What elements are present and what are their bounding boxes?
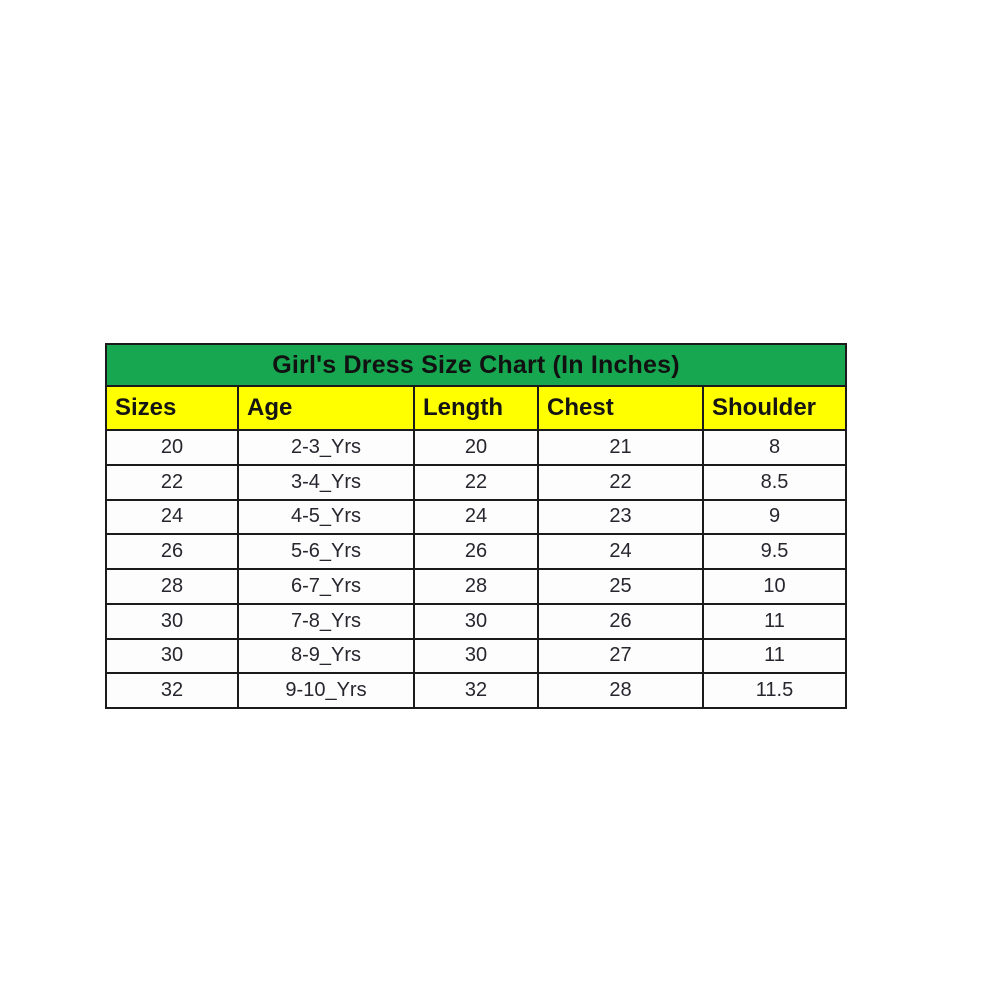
table-row: 30 7-8_Yrs 30 26 11 [105, 602, 848, 640]
title-row: Girl's Dress Size Chart (In Inches) [104, 343, 848, 387]
table-cell: 11 [701, 602, 848, 640]
table-cell: 28 [105, 568, 239, 605]
column-header-age: Age [237, 385, 415, 431]
table-cell: 9-10_Yrs [237, 672, 415, 709]
table-cell: 22 [537, 463, 704, 501]
table-cell: 2-3_Yrs [237, 429, 415, 466]
table-cell: 9 [701, 498, 848, 536]
table-cell: 5-6_Yrs [237, 533, 415, 570]
table-row: 22 3-4_Yrs 22 22 8.5 [105, 463, 848, 501]
table-cell: 28 [537, 672, 704, 709]
table-cell: 22 [413, 463, 539, 501]
table-cell: 28 [413, 568, 539, 605]
table-cell: 26 [105, 533, 239, 570]
table-cell: 20 [105, 429, 239, 466]
table-cell: 6-7_Yrs [237, 568, 415, 605]
table-cell: 23 [537, 498, 704, 536]
table-cell: 30 [105, 637, 239, 675]
table-row: 24 4-5_Yrs 24 23 9 [105, 498, 848, 536]
table-cell: 20 [413, 429, 539, 466]
table-cell: 11.5 [701, 672, 848, 709]
column-header-length: Length [413, 385, 539, 431]
table-cell: 30 [105, 602, 239, 640]
column-header-chest: Chest [537, 385, 704, 431]
table-cell: 27 [537, 637, 704, 675]
table-cell: 24 [537, 533, 704, 570]
table-row: 26 5-6_Yrs 26 24 9.5 [105, 533, 848, 570]
table-row: 32 9-10_Yrs 32 28 11.5 [105, 672, 848, 709]
size-chart-table: Girl's Dress Size Chart (In Inches) Size… [104, 343, 848, 709]
table-cell: 8.5 [701, 463, 848, 501]
table-cell: 10 [701, 568, 848, 605]
table-cell: 32 [105, 672, 239, 709]
table-cell: 24 [413, 498, 539, 536]
table-cell: 26 [413, 533, 539, 570]
table-cell: 24 [105, 498, 239, 536]
table-cell: 9.5 [701, 533, 848, 570]
table-cell: 8 [701, 429, 848, 466]
table-cell: 25 [537, 568, 704, 605]
table-header-row: Sizes Age Length Chest Shoulder [105, 385, 848, 431]
table-row: 28 6-7_Yrs 28 25 10 [105, 568, 848, 605]
table-row: 20 2-3_Yrs 20 21 8 [105, 429, 848, 466]
column-header-shoulder: Shoulder [701, 385, 848, 431]
table-cell: 26 [537, 602, 704, 640]
table-cell: 4-5_Yrs [237, 498, 415, 536]
column-header-sizes: Sizes [105, 385, 239, 431]
table-row: 30 8-9_Yrs 30 27 11 [105, 637, 848, 675]
table-body: 20 2-3_Yrs 20 21 8 22 3-4_Yrs 22 22 8.5 24 4-5_Yrs 2… [105, 429, 848, 709]
table-cell: 3-4_Yrs [237, 463, 415, 501]
table-cell: 8-9_Yrs [237, 637, 415, 675]
table-cell: 30 [413, 637, 539, 675]
table-cell: 30 [413, 602, 539, 640]
table-cell: 7-8_Yrs [237, 602, 415, 640]
table-title: Girl's Dress Size Chart (In Inches) [104, 343, 848, 387]
table-cell: 32 [413, 672, 539, 709]
table-cell: 11 [701, 637, 848, 675]
table-cell: 22 [105, 463, 239, 501]
table-cell: 21 [537, 429, 704, 466]
